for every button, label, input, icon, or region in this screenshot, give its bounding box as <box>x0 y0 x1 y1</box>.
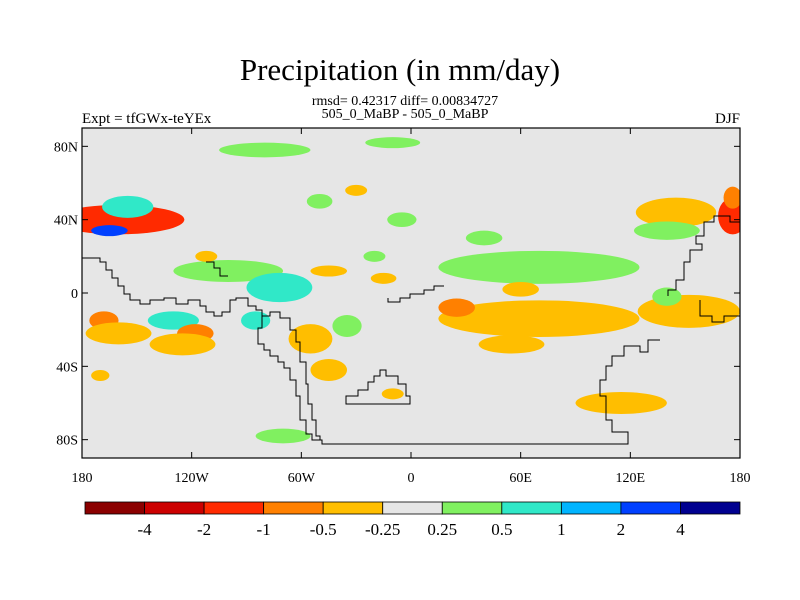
anomaly-region-43 <box>195 250 218 262</box>
anomaly-region-12 <box>633 221 700 240</box>
anomaly-region-27 <box>149 333 216 356</box>
anomaly-region-25 <box>147 311 199 330</box>
colorbar-swatch <box>203 501 265 515</box>
colorbar-swatch <box>501 501 562 515</box>
colorbar-label: -4 <box>137 520 152 539</box>
chart-title: Precipitation (in mm/day) <box>239 52 561 87</box>
y-axis: 80N 40N 0 40S 80S <box>54 140 740 449</box>
anomaly-region-37 <box>306 194 333 209</box>
anomaly-region-17 <box>478 335 545 354</box>
colorbar-swatch <box>620 501 681 515</box>
anomaly-region-45 <box>438 298 475 317</box>
x-tick-label: 120W <box>175 471 210 486</box>
anomaly-region-11 <box>635 197 717 227</box>
anomaly-region-49 <box>363 250 386 262</box>
y-tick-label: 80S <box>56 434 78 449</box>
coastline-antarctic-peninsula <box>312 339 660 445</box>
anomaly-region-19 <box>637 294 740 328</box>
anomaly-region-22 <box>173 260 284 282</box>
colorbar-label: -1 <box>257 520 271 539</box>
anomaly-region-34 <box>332 315 362 337</box>
coastline-patagonia <box>345 369 411 405</box>
colorbar-swatch <box>144 501 205 515</box>
experiment-label: Expt = tfGWx-teYEx <box>82 111 212 127</box>
y-tick-label: 40N <box>54 214 78 229</box>
coastline-central-america <box>206 261 228 277</box>
anomaly-region-40 <box>219 142 311 158</box>
anomaly-region-4 <box>91 225 128 237</box>
anomaly-region-16 <box>438 300 640 337</box>
anomaly-region-35 <box>241 311 271 330</box>
colorbar-swatch <box>263 501 324 515</box>
coastline-north-america <box>82 257 263 317</box>
anomaly-region-44 <box>370 272 397 284</box>
y-tick-label: 80N <box>54 140 78 155</box>
anomaly-region-39 <box>465 230 503 246</box>
anomaly-region-41 <box>365 137 421 149</box>
season-label: DJF <box>714 111 740 127</box>
anomaly-region-24 <box>310 265 348 277</box>
coastline-new-guinea <box>699 300 740 323</box>
x-tick-label: 120E <box>616 471 646 486</box>
coastline-western-pacific <box>667 215 740 296</box>
anomaly-region-33 <box>310 359 348 381</box>
anomaly-region-36 <box>255 428 311 444</box>
colorbar-swatch <box>382 501 443 515</box>
anomaly-region-46 <box>381 388 404 400</box>
coastline-africa <box>387 285 444 303</box>
x-axis: 180 120W 60W 0 60E 120E 180 <box>72 128 751 486</box>
colorbar-label: -2 <box>197 520 211 539</box>
colorbar-label: 0.5 <box>491 520 512 539</box>
anomaly-region-48 <box>91 370 110 381</box>
coastlines <box>82 215 740 445</box>
x-tick-label: 180 <box>730 471 751 486</box>
cases-subtitle: 505_0_MaBP - 505_0_MaBP <box>321 107 489 122</box>
anomaly-region-23 <box>246 272 313 303</box>
x-tick-label: 180 <box>72 471 93 486</box>
y-tick-label: 40S <box>56 360 78 375</box>
colorbar-swatch <box>680 501 741 515</box>
colorbar-label: 1 <box>557 520 566 539</box>
anomaly-region-14 <box>438 250 640 284</box>
colorbar-swatch <box>560 501 622 515</box>
colorbar-label: 2 <box>617 520 626 539</box>
colorbar-label: 4 <box>676 520 685 539</box>
y-tick-label: 0 <box>71 287 78 302</box>
x-tick-label: 60W <box>288 471 316 486</box>
anomaly-region-38 <box>387 212 417 228</box>
anomaly-region-29 <box>85 322 152 345</box>
colorbar-label: 0.25 <box>427 520 457 539</box>
anomaly-region-21 <box>575 392 667 414</box>
anomaly-region-5 <box>102 195 154 218</box>
colorbar-swatch <box>322 501 384 515</box>
anomaly-region-42 <box>345 184 368 196</box>
colorbar-swatch <box>441 501 503 515</box>
stats-subtitle: rmsd= 0.42317 diff= 0.00834727 <box>311 94 499 109</box>
colorbar-label: -0.25 <box>365 520 400 539</box>
x-tick-label: 0 <box>408 471 415 486</box>
anomaly-region-8 <box>723 186 740 209</box>
anomaly-region-20 <box>652 287 682 306</box>
colorbar: -4 -2 -1 -0.5 -0.25 0.25 0.5 1 2 4 <box>84 501 741 539</box>
anomaly-region-31 <box>288 324 333 354</box>
colorbar-swatch <box>84 501 145 515</box>
x-tick-label: 60E <box>509 471 532 486</box>
anomaly-region-47 <box>502 282 539 297</box>
colorbar-label: -0.5 <box>310 520 337 539</box>
anomaly-fields <box>82 137 740 444</box>
